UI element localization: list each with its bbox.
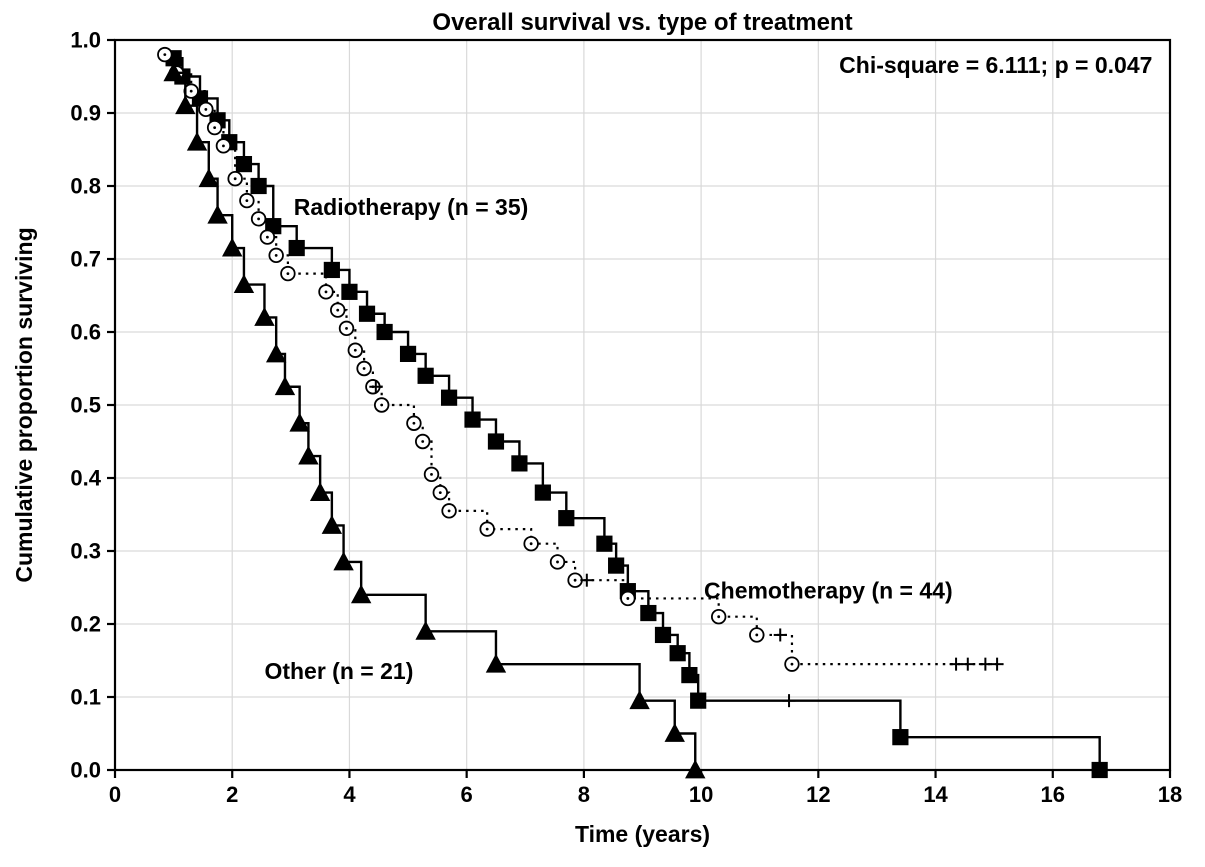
x-tick-label: 0 <box>109 782 121 807</box>
x-tick-label: 2 <box>226 782 238 807</box>
x-axis-label: Time (years) <box>575 821 710 847</box>
y-tick-label: 0.1 <box>70 685 101 710</box>
x-tick-label: 8 <box>578 782 590 807</box>
x-tick-label: 18 <box>1158 782 1182 807</box>
x-tick-label: 16 <box>1041 782 1065 807</box>
y-tick-label: 0.6 <box>70 320 101 345</box>
x-tick-label: 12 <box>806 782 830 807</box>
y-tick-label: 0.3 <box>70 539 101 564</box>
x-tick-label: 14 <box>923 782 948 807</box>
y-axis-label: Cumulative proportion surviving <box>11 227 37 582</box>
x-tick-label: 4 <box>343 782 356 807</box>
x-tick-label: 6 <box>461 782 473 807</box>
y-tick-label: 1.0 <box>70 28 101 53</box>
chart-title: Overall survival vs. type of treatment <box>432 9 852 36</box>
y-tick-label: 0.7 <box>70 247 101 272</box>
y-tick-label: 0.4 <box>70 466 101 491</box>
y-tick-label: 0.9 <box>70 101 101 126</box>
y-tick-label: 0.8 <box>70 174 101 199</box>
series-label: Other (n = 21) <box>264 658 413 684</box>
series-label: Chemotherapy (n = 44) <box>704 577 953 603</box>
x-tick-label: 10 <box>689 782 713 807</box>
chart-svg: 0 2 4 6 8 10 12 14 16 18 0.0 0.1 0.2 0.3 0.4 0.5 0.6 0.7 0… <box>0 0 1205 867</box>
y-tick-label: 0.5 <box>70 393 101 418</box>
series-label: Radiotherapy (n = 35) <box>294 194 529 220</box>
stats-annotation: Chi-square = 6.111; p = 0.047 <box>839 52 1152 78</box>
km-chart: 0 2 4 6 8 10 12 14 16 18 0.0 0.1 0.2 0.3 0.4 0.5 0.6 0.7 0… <box>0 0 1205 867</box>
y-tick-label: 0.2 <box>70 612 101 637</box>
y-tick-label: 0.0 <box>70 758 101 783</box>
